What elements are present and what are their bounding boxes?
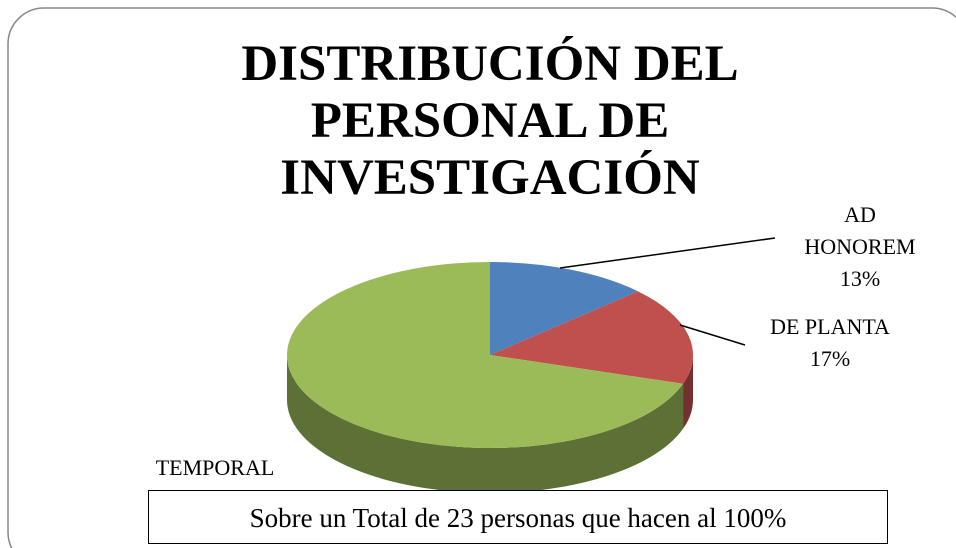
slice-label: AD HONOREM — [804, 202, 916, 259]
value-label: 17% — [809, 346, 851, 371]
value-label: 13% — [839, 266, 881, 291]
pie — [287, 262, 693, 493]
chart-title: DISTRIBUCIÓN DEL PERSONAL DE INVESTIGACI… — [241, 36, 739, 206]
slice — [287, 262, 684, 448]
slice-side — [683, 355, 693, 429]
frame — [7, 7, 956, 548]
slice — [490, 262, 638, 355]
annotation: Sobre un Total de 23 personas que hacen … — [148, 490, 888, 544]
slice-label: DE PLANTA — [770, 314, 890, 339]
leader-line — [559, 237, 776, 269]
leader-line — [679, 324, 746, 346]
slice-label: TEMPORAL — [155, 455, 275, 480]
slice-side — [287, 355, 684, 493]
slice — [490, 291, 693, 384]
